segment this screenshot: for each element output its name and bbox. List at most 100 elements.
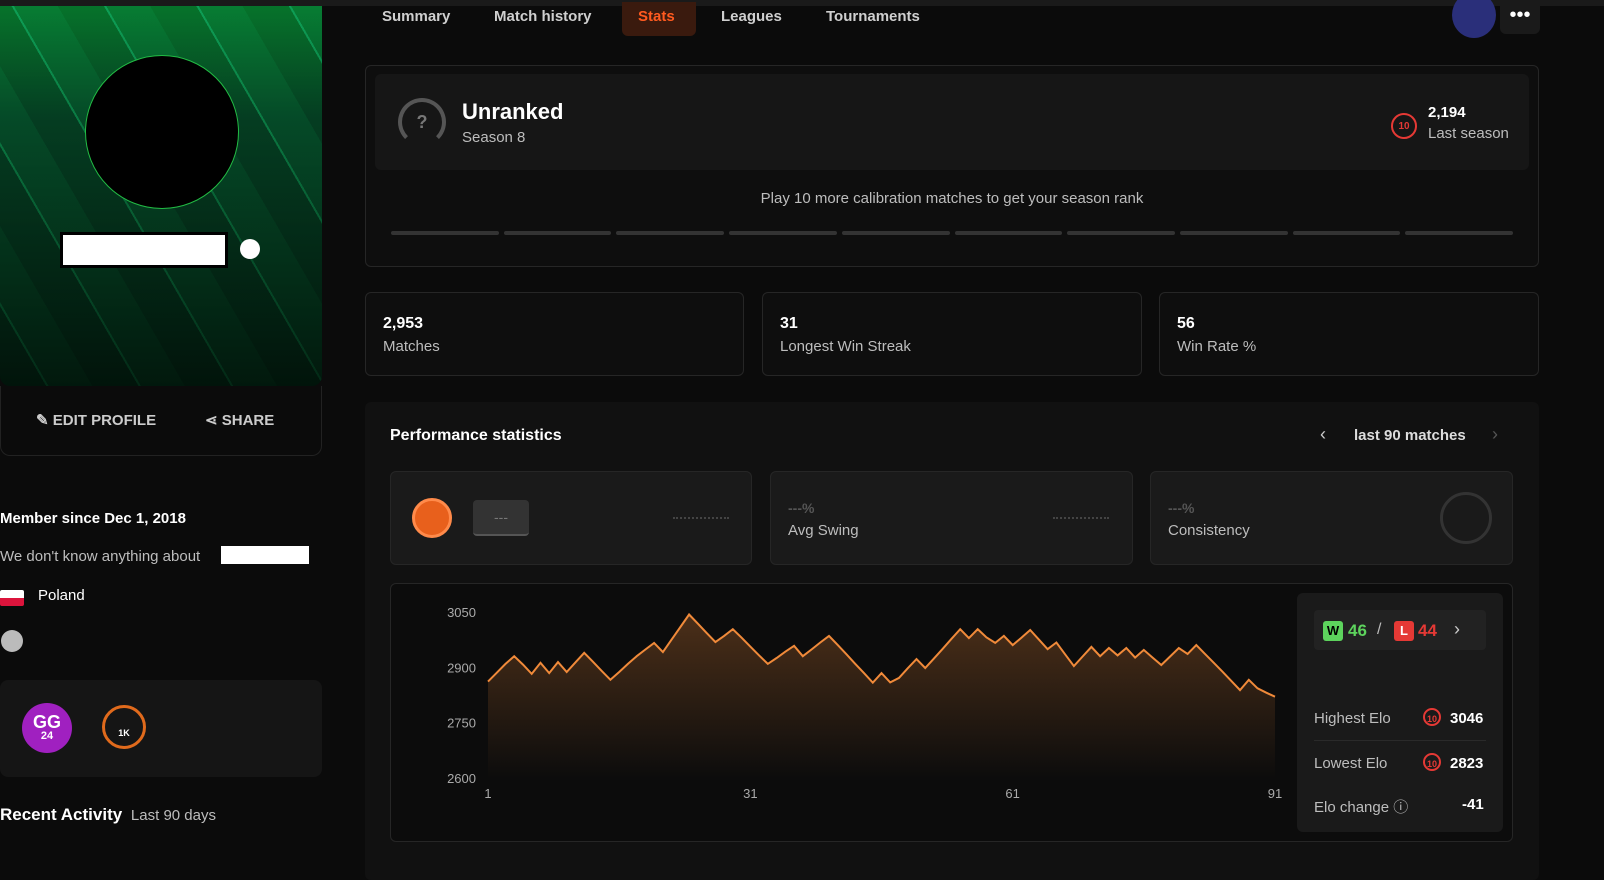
chevron: › [1454, 619, 1460, 639]
x-tick-label: 1 [484, 786, 491, 801]
stat-card [365, 292, 744, 376]
recent-activity-title: Recent Activity [0, 805, 123, 824]
profile-actions [0, 386, 322, 456]
recent-activity: Recent Activity Last 90 days [0, 805, 216, 825]
perf-value: ---% [1168, 500, 1195, 516]
summary-label: Highest Elo [1314, 710, 1391, 727]
tab-active[interactable]: Stats [638, 8, 675, 25]
tab[interactable]: Summary [382, 8, 451, 25]
tab[interactable]: Leagues [721, 8, 782, 25]
calibration-segment [841, 231, 950, 235]
about-name-redacted [221, 546, 309, 564]
x-tick-label: 91 [1268, 786, 1282, 801]
elo-change-label: Elo change [1314, 799, 1390, 816]
calibration-segment [1179, 231, 1288, 235]
y-tick-label: 2750 [447, 716, 476, 731]
consistency-ring [1440, 492, 1492, 544]
period: last 90 matches [1354, 427, 1466, 444]
perf-value: ---% [788, 500, 815, 516]
level-icon: 10 [1423, 753, 1441, 771]
y-tick-label: 2600 [447, 771, 476, 786]
country: Poland [38, 587, 85, 604]
more-button[interactable]: ••• [1500, 0, 1540, 34]
stat-card [762, 292, 1142, 376]
calibration-text: Play 10 more calibration matches to get … [760, 190, 1144, 207]
last-elo: 2,194 [1428, 104, 1466, 121]
rank-header [375, 74, 1529, 170]
top-border [0, 0, 1604, 6]
stat-card [1159, 292, 1539, 376]
y-tick-label: 3050 [447, 605, 476, 620]
summary-value: -41 [1462, 796, 1484, 813]
calibration-segment [616, 231, 725, 235]
recent-period: Last 90 days [130, 807, 216, 824]
tab[interactable]: Match history [494, 8, 592, 25]
steam-icon[interactable] [1, 630, 23, 652]
rank-season: Season 8 [462, 129, 526, 146]
stat-label: Win Rate % [1177, 338, 1257, 355]
next-button[interactable]: › [1492, 424, 1498, 444]
avatar [85, 55, 239, 209]
badge-gg: GG 24 [22, 703, 72, 753]
calibration-segment [1067, 231, 1175, 235]
wins: 46 [1348, 621, 1367, 640]
elo-area [488, 614, 1275, 779]
calibration-segment [391, 231, 499, 235]
x-tick-label: 31 [743, 786, 757, 801]
perf-label: Consistency [1168, 522, 1250, 539]
win-badge: W [1323, 621, 1343, 641]
stat-value: 31 [780, 315, 798, 332]
calibration-segment [503, 231, 612, 235]
elo-chart: 2600 2750 2900 3050 1 31 61 91 [447, 605, 1282, 801]
perf-dots [1053, 517, 1109, 519]
divider [1314, 740, 1486, 741]
x-tick-label: 61 [1005, 786, 1019, 801]
perf-dots [673, 517, 729, 519]
separator: / [1377, 621, 1382, 638]
calibration-segment [954, 231, 1063, 235]
perf-value-button[interactable]: --- [473, 500, 529, 536]
perf-icon [412, 498, 452, 538]
about: We don't know anything about [0, 548, 201, 565]
performance-title: Performance statistics [390, 427, 562, 444]
active-tab-bg [622, 2, 696, 36]
badge-1k-text: 1K [118, 728, 130, 738]
level-icon: 10 [1423, 708, 1441, 726]
share-label: SHARE [221, 412, 275, 429]
calibration-segment [729, 231, 837, 235]
stat-value: 56 [1177, 315, 1195, 332]
calibration-segment [1292, 231, 1401, 235]
summary-value: 2823 [1450, 755, 1484, 772]
verified-icon [240, 239, 260, 259]
calibration-segment [1405, 231, 1514, 235]
member-since: Member since Dec 1, 2018 [0, 510, 186, 527]
tab[interactable]: Tournaments [826, 8, 920, 25]
badge-1k: 1K [102, 705, 146, 749]
stat-label: Longest Win Streak [780, 338, 911, 355]
y-tick-label: 2900 [447, 660, 476, 675]
calibration-bar [391, 231, 1514, 235]
rank-icon: ? [398, 98, 446, 146]
badge-gg-text: GG [32, 712, 61, 732]
flag [0, 590, 24, 606]
losses: 44 [1418, 621, 1437, 640]
stat-label: Matches [383, 338, 440, 355]
summary-label: Lowest Elo [1314, 755, 1388, 772]
stat-value: 2,953 [383, 315, 424, 332]
edit-profile-label: EDIT PROFILE [52, 412, 157, 429]
last-season-label: Last season [1428, 125, 1509, 142]
loss-badge: L [1394, 621, 1414, 641]
prev-button[interactable]: ‹ [1320, 424, 1326, 444]
elo-line [487, 612, 1276, 698]
perf-label: Avg Swing [788, 522, 859, 539]
name-redacted [60, 232, 228, 268]
summary-label: Elo change ⓘ [1314, 799, 1409, 816]
team-logo[interactable] [1452, 0, 1496, 38]
share-button[interactable]: ⋖ SHARE [205, 412, 275, 429]
summary-value: 3046 [1450, 710, 1484, 727]
badge-gg-year: 24 [40, 730, 54, 742]
level-icon: 10 [1391, 113, 1417, 139]
edit-profile-button[interactable]: ✎ EDIT PROFILE [36, 412, 157, 429]
rank-title: Unranked [462, 99, 564, 124]
